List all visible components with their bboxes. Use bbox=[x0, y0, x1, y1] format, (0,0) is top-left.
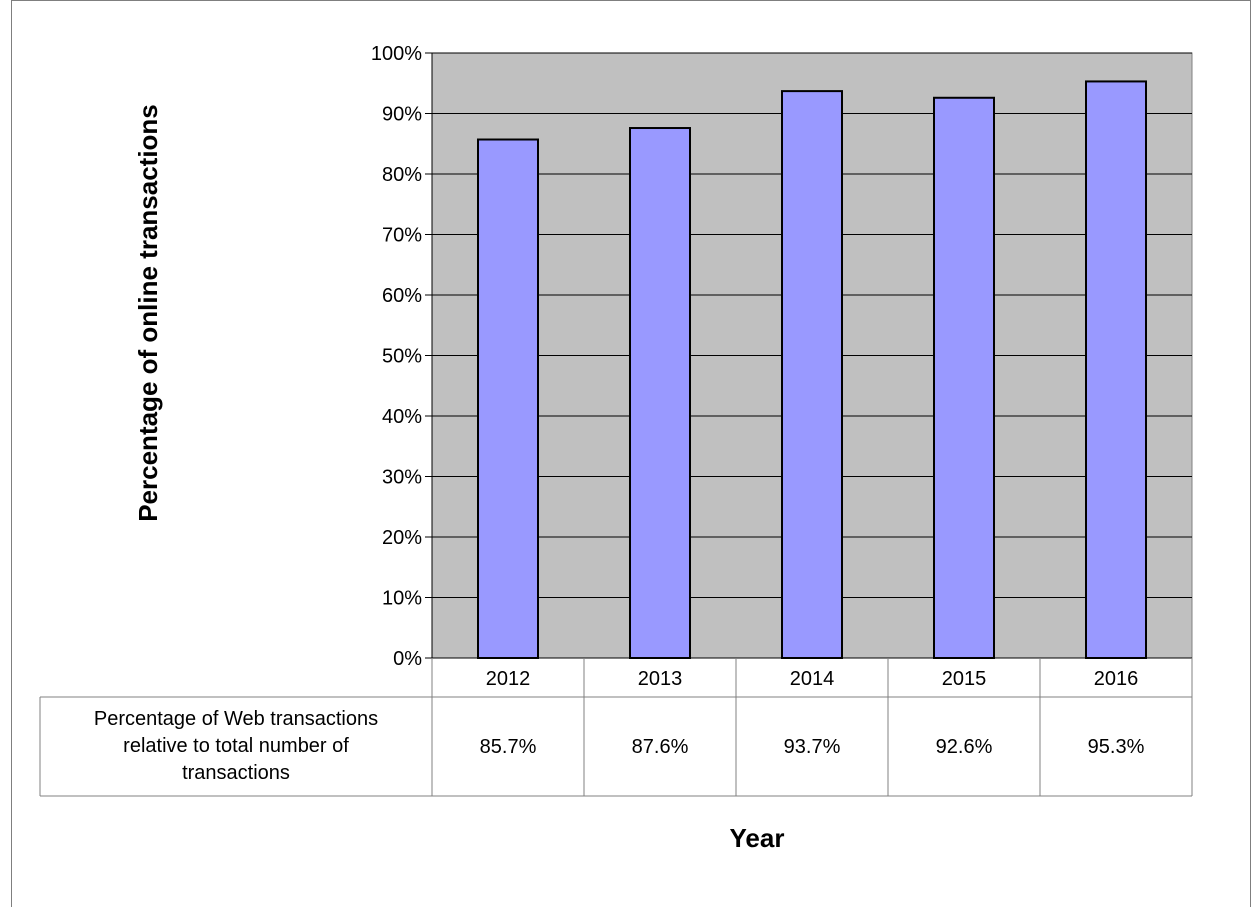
y-tick-label: 20% bbox=[382, 527, 422, 549]
y-tick-label: 0% bbox=[393, 648, 422, 670]
table-cell-value: 87.6% bbox=[632, 736, 689, 758]
bars bbox=[477, 80, 1147, 660]
y-tick-label: 50% bbox=[382, 346, 422, 368]
y-tick-label: 60% bbox=[382, 285, 422, 307]
x-category-label: 2016 bbox=[1094, 668, 1139, 690]
x-category-label: 2015 bbox=[942, 668, 987, 690]
y-tick-label: 40% bbox=[382, 406, 422, 428]
y-tick-label: 100% bbox=[371, 43, 422, 65]
x-axis-title: Year bbox=[730, 823, 785, 853]
bar-2015 bbox=[933, 96, 995, 659]
table-row-header: relative to total number of bbox=[123, 735, 349, 757]
y-tick-label: 90% bbox=[382, 104, 422, 126]
y-tick-label: 70% bbox=[382, 225, 422, 247]
y-axis-title: Percentage of online transactions bbox=[133, 104, 163, 522]
y-tick-label: 10% bbox=[382, 588, 422, 610]
x-category-label: 2014 bbox=[790, 668, 835, 690]
bar-2013 bbox=[629, 127, 691, 659]
chart-frame bbox=[11, 0, 1251, 907]
x-category-label: 2012 bbox=[486, 668, 531, 690]
y-axis: 0% 10% 20% 30% 40% 50% 60% 70% 80% 90% 100% bbox=[371, 43, 433, 670]
y-tick-label: 30% bbox=[382, 467, 422, 489]
bar-2014 bbox=[781, 90, 843, 660]
table-cell-value: 92.6% bbox=[936, 736, 993, 758]
bar-2016 bbox=[1085, 80, 1147, 659]
table-cell-value: 85.7% bbox=[480, 736, 537, 758]
table-cell-value: 95.3% bbox=[1088, 736, 1145, 758]
data-table: 2012 85.7% 2013 87.6% 2014 93.7% 2015 92.6% 2016… bbox=[39, 657, 1193, 797]
table-row-header: transactions bbox=[182, 762, 290, 784]
bar-2012 bbox=[477, 138, 539, 659]
y-tick-label: 80% bbox=[382, 164, 422, 186]
table-row-header: Percentage of Web transactions bbox=[94, 708, 378, 730]
x-category-label: 2013 bbox=[638, 668, 683, 690]
table-cell-value: 93.7% bbox=[784, 736, 841, 758]
